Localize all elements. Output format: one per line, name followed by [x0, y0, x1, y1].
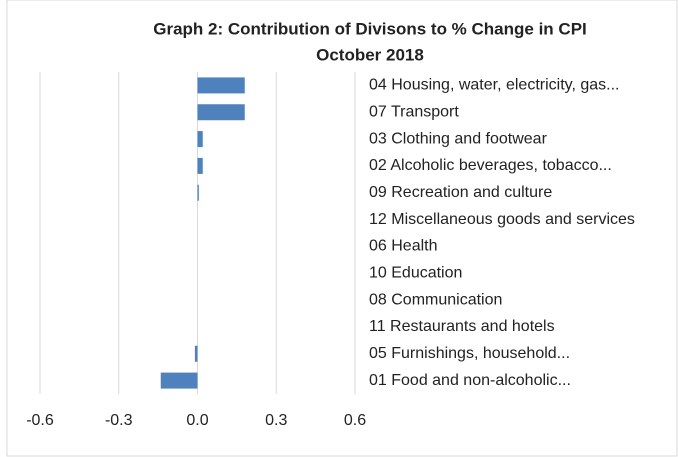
bar — [194, 345, 198, 362]
y-category-label: 06 Health — [369, 238, 438, 255]
x-tick-label: -0.6 — [26, 412, 54, 429]
bar — [160, 372, 198, 389]
y-category-label: 04 Housing, water, electricity, gas... — [369, 77, 619, 94]
y-category-label: 08 Communication — [369, 291, 502, 308]
bar — [197, 104, 245, 121]
x-tick-label: 0.0 — [186, 412, 208, 429]
y-category-label: 03 Clothing and footwear — [369, 130, 548, 147]
x-tick-label: -0.3 — [105, 412, 133, 429]
x-tick-label: 0.3 — [265, 412, 287, 429]
bar — [197, 131, 203, 148]
chart-frame — [6, 0, 678, 457]
chart-subtitle: October 2018 — [316, 45, 424, 64]
bar — [197, 184, 199, 201]
x-tick-label: 0.6 — [344, 412, 366, 429]
chart-title: Graph 2: Contribution of Divisons to % C… — [153, 19, 587, 38]
bar — [197, 157, 203, 174]
y-category-label: 10 Education — [369, 264, 462, 281]
y-category-label: 01 Food and non-alcoholic... — [369, 372, 571, 389]
y-category-label: 05 Furnishings, household... — [369, 345, 570, 362]
y-category-label: 07 Transport — [369, 103, 459, 120]
bar — [197, 77, 245, 94]
y-category-label: 12 Miscellaneous goods and services — [369, 211, 635, 228]
y-category-label: 09 Recreation and culture — [369, 184, 552, 201]
y-category-label: 02 Alcoholic beverages, tobacco... — [369, 157, 612, 174]
y-category-label: 11 Restaurants and hotels — [369, 318, 555, 335]
